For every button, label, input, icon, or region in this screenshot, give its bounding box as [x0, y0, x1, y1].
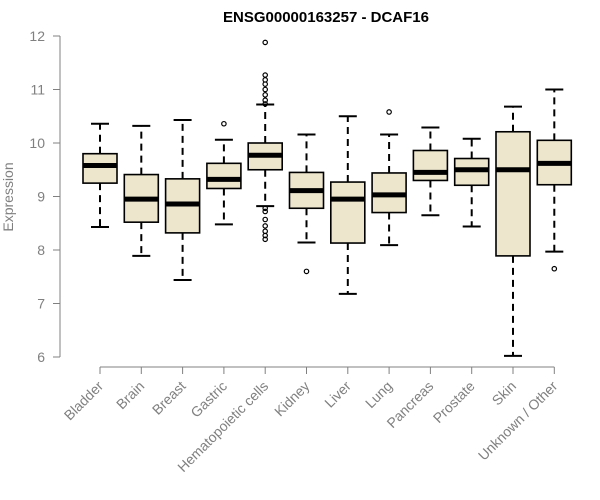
outlier-point: [262, 236, 269, 243]
box-group: [536, 88, 573, 272]
box-group: [288, 133, 325, 275]
outlier-point: [303, 268, 310, 275]
y-tick-label: 9: [37, 189, 45, 205]
box-group: [495, 105, 531, 357]
box-group: [123, 124, 160, 257]
box-group: [82, 122, 118, 228]
y-tick-label: 7: [37, 296, 45, 312]
outlier-point: [221, 120, 227, 127]
box: [412, 149, 449, 182]
plot-area: [82, 39, 573, 357]
outlier-point: [262, 216, 269, 223]
x-tick-label: Prostate: [430, 378, 478, 426]
outlier-point: [386, 109, 392, 115]
box-group: [412, 126, 449, 217]
outlier-point: [551, 265, 558, 272]
outlier-point: [262, 97, 269, 104]
x-tick-label: Skin: [489, 378, 520, 409]
y-tick-label: 10: [29, 135, 45, 151]
y-axis: 6 7 8 9 10 11 12: [29, 28, 61, 365]
box: [495, 130, 531, 257]
y-tick-label: 8: [37, 242, 45, 258]
outlier-point: [262, 86, 269, 93]
outlier-point: [262, 101, 269, 107]
x-tick-label: Liver: [321, 378, 354, 411]
y-tick-label: 6: [37, 349, 45, 365]
chart-title: ENSG00000163257 - DCAF16: [223, 9, 429, 26]
x-tick-label: Bladder: [61, 378, 107, 424]
box: [82, 152, 118, 184]
x-tick-label: Brain: [113, 378, 147, 412]
box-group: [329, 115, 366, 295]
box-group: [453, 137, 490, 228]
box: [206, 162, 242, 190]
box-group: [206, 120, 242, 226]
box-group: [164, 118, 201, 281]
box-group: [371, 109, 407, 247]
outlier-point: [262, 205, 269, 212]
outlier-point: [262, 223, 269, 229]
outlier-point: [262, 92, 269, 98]
outlier-point: [262, 208, 269, 215]
box-group: [247, 39, 283, 243]
y-axis-label: Expression: [0, 162, 16, 231]
outlier-point: [262, 39, 269, 46]
y-tick-label: 12: [29, 28, 45, 44]
outlier-point: [262, 228, 269, 235]
x-tick-label: Breast: [149, 378, 189, 418]
y-tick-label: 11: [30, 82, 45, 98]
box: [329, 181, 366, 244]
x-tick-label: Kidney: [271, 378, 313, 420]
outlier-point: [262, 72, 269, 78]
x-tick-label: Lung: [362, 378, 395, 411]
